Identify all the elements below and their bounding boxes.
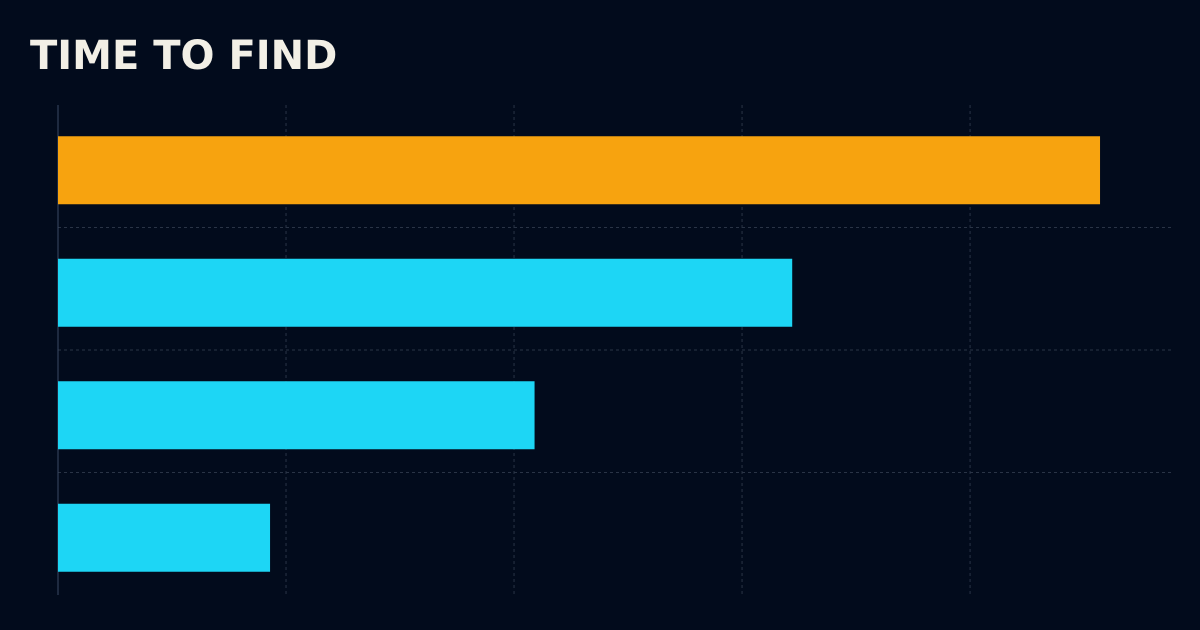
- bar: [58, 503, 271, 572]
- chart-title: TIME TO FIND: [30, 33, 337, 79]
- bar: [58, 381, 535, 450]
- bar: [58, 136, 1101, 205]
- bar: [58, 258, 793, 327]
